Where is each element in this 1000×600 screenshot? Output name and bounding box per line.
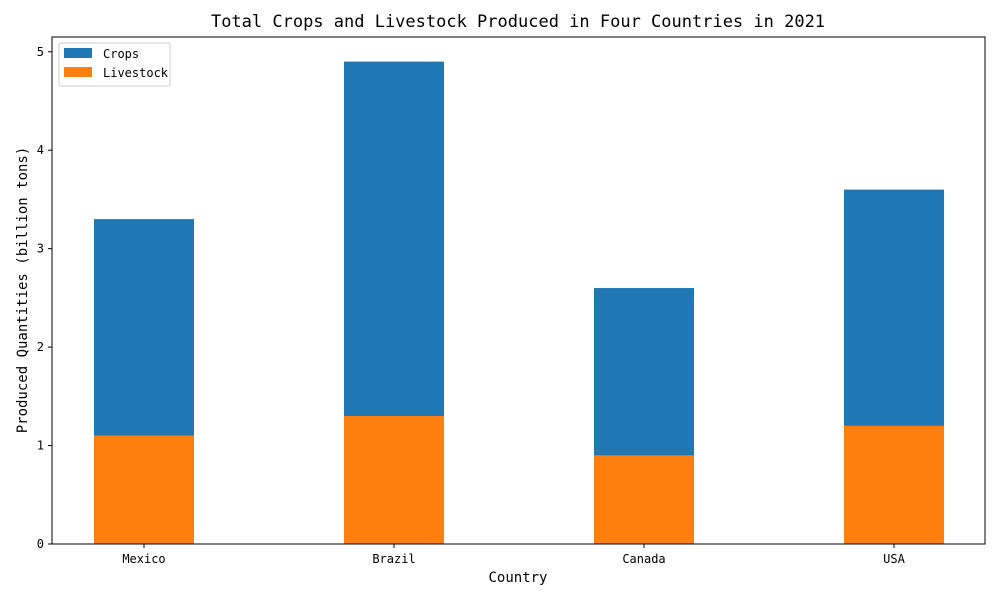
legend-label-crops: Crops [103,47,139,61]
bar-livestock-canada [594,455,694,544]
x-axis: Mexico Brazil Canada USA [122,544,906,566]
bar-crops-mexico [94,219,194,436]
y-tick-label: 4 [37,143,44,157]
x-tick-label-usa: USA [883,552,905,566]
bars-group [94,61,944,544]
y-tick-label: 5 [37,45,44,59]
y-tick-label: 3 [37,242,44,256]
legend: Crops Livestock [58,42,171,87]
bar-livestock-brazil [344,416,444,544]
y-tick-label: 1 [37,439,44,453]
x-tick-label-canada: Canada [622,552,665,566]
x-tick-label-mexico: Mexico [122,552,165,566]
x-axis-label: Country [488,570,547,586]
y-axis: 0 1 2 3 4 5 [37,45,52,551]
bar-livestock-usa [844,425,944,544]
x-tick-label-brazil: Brazil [372,552,415,566]
bar-crops-brazil [344,61,444,417]
y-axis-label: Produced Quantities (billion tons) [15,147,31,434]
bar-crops-usa [844,189,944,426]
legend-label-livestock: Livestock [103,66,169,80]
y-tick-label: 2 [37,340,44,354]
bar-livestock-mexico [94,435,194,544]
legend-swatch-livestock [64,67,92,77]
bar-crops-canada [594,288,694,456]
legend-swatch-crops [64,48,92,58]
plot-frame [51,36,986,545]
y-tick-label: 0 [37,537,44,551]
chart-title: Total Crops and Livestock Produced in Fo… [211,12,825,32]
